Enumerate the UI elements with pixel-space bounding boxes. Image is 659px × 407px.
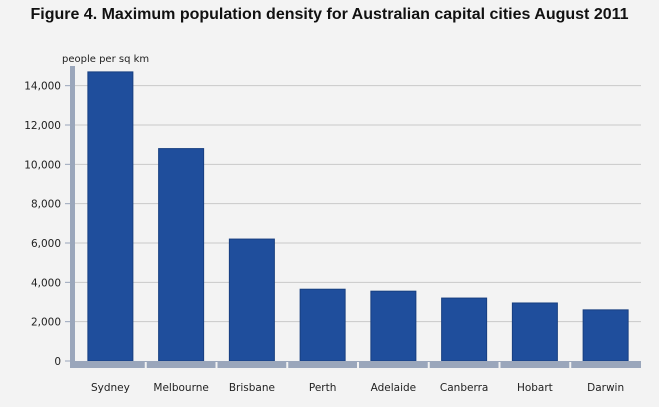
y-tick-label: 0 <box>54 356 61 368</box>
y-tick-label: 6,000 <box>31 238 61 250</box>
x-category-label: Darwin <box>587 382 624 394</box>
bar-adelaide <box>370 290 417 362</box>
y-tick-label: 2,000 <box>31 317 61 329</box>
bar-darwin <box>582 309 629 362</box>
y-tick-label: 8,000 <box>31 199 61 211</box>
x-category-label: Perth <box>309 382 337 394</box>
bar-hobart <box>511 302 558 362</box>
y-axis-band <box>70 66 75 368</box>
bar-sydney <box>87 71 134 362</box>
bar-melbourne <box>158 148 205 362</box>
bar-brisbane <box>228 238 275 362</box>
x-category-label: Brisbane <box>229 382 275 394</box>
y-tick-label: 10,000 <box>24 159 61 171</box>
bar-perth <box>299 288 346 362</box>
x-axis-band <box>70 361 641 368</box>
bar-canberra <box>441 297 488 362</box>
x-category-label: Canberra <box>440 382 488 394</box>
x-category-label: Sydney <box>91 382 130 394</box>
x-category-label: Adelaide <box>371 382 417 394</box>
x-category-label: Melbourne <box>153 382 208 394</box>
y-axis-unit-label: people per sq km <box>62 54 149 65</box>
x-category-label: Hobart <box>517 382 553 394</box>
y-tick-label: 14,000 <box>24 81 61 93</box>
y-tick-label: 12,000 <box>24 120 61 132</box>
chart-title: Figure 4. Maximum population density for… <box>30 6 629 23</box>
y-tick-label: 4,000 <box>31 277 61 289</box>
